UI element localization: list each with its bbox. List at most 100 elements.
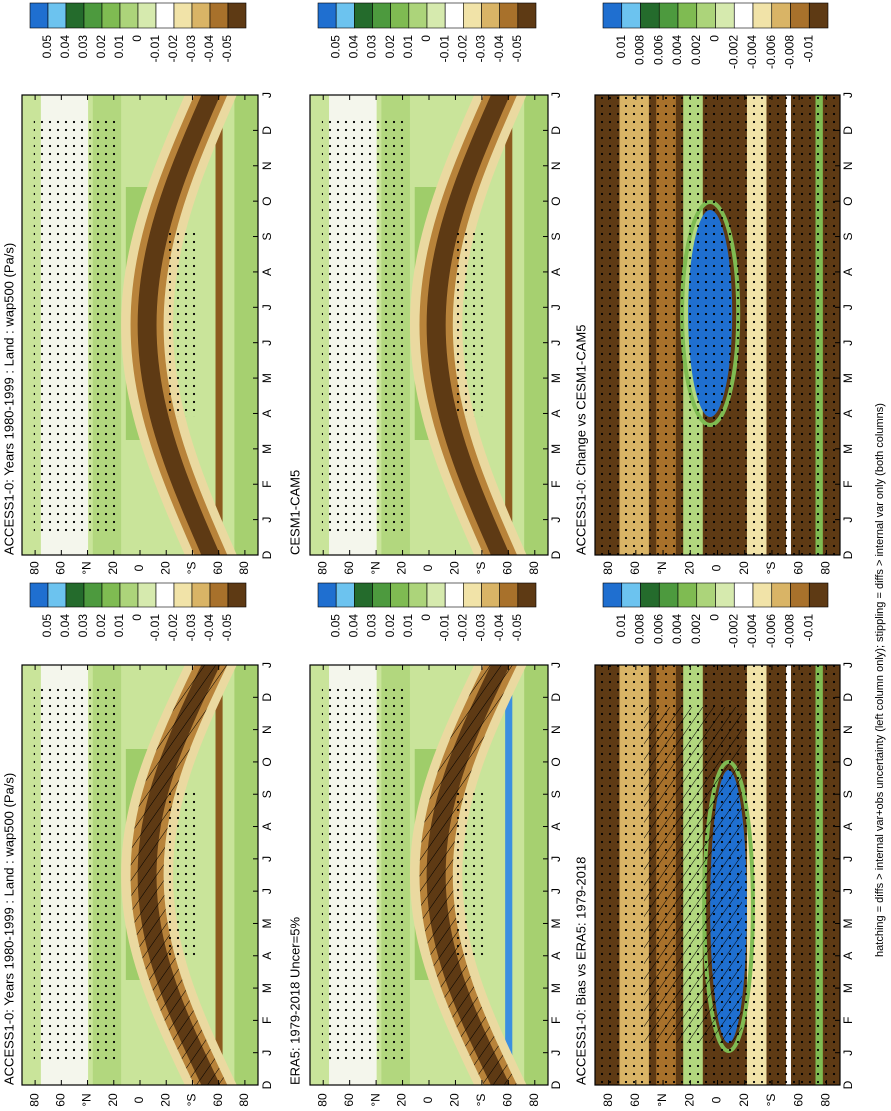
month-label: A bbox=[549, 952, 563, 960]
month-label: F bbox=[549, 481, 563, 488]
month-label: A bbox=[549, 268, 563, 276]
colorbar-box bbox=[752, 2, 773, 29]
field-band bbox=[524, 95, 548, 555]
colorbar-box bbox=[137, 582, 157, 608]
latitude-label: °S bbox=[185, 562, 199, 575]
field-band bbox=[234, 95, 258, 555]
colorbar-label: 0.04 bbox=[58, 614, 72, 638]
field-band bbox=[426, 95, 510, 555]
colorbar-box bbox=[155, 2, 175, 29]
colorbar-box bbox=[621, 2, 641, 29]
latitude-label: 20 bbox=[395, 1093, 409, 1107]
month-label: D bbox=[549, 126, 563, 135]
colorbar-label: -0.01 bbox=[801, 35, 815, 63]
colorbar-label: -0.03 bbox=[184, 35, 198, 63]
latitude-label: °N bbox=[80, 561, 94, 574]
month-label: N bbox=[260, 161, 274, 170]
field-band bbox=[130, 95, 228, 555]
colorbar-box bbox=[372, 582, 391, 608]
month-label: S bbox=[549, 790, 563, 798]
colorbar-label: -0.008 bbox=[783, 35, 797, 69]
latitude-label: 60 bbox=[211, 1093, 225, 1107]
month-label: S bbox=[549, 233, 563, 241]
month-label: D bbox=[260, 1080, 274, 1089]
panel: ACCESS1-0: Change vs CESM1-CAM5 80 60 °N 20 0… bbox=[573, 2, 855, 575]
colorbar-box bbox=[426, 582, 446, 608]
latitude-label: 60 bbox=[501, 561, 515, 575]
latitude-label: °N bbox=[368, 561, 382, 574]
month-label: S bbox=[260, 790, 274, 798]
latitude-label: 80 bbox=[315, 1093, 329, 1107]
field-band bbox=[505, 95, 513, 555]
latitude-label: 20 bbox=[106, 1093, 120, 1107]
month-label: O bbox=[260, 757, 274, 766]
month-label: J bbox=[549, 340, 563, 346]
colorbar-label: 0.03 bbox=[76, 614, 90, 638]
colorbar-label: -0.02 bbox=[166, 614, 180, 642]
month-label: A bbox=[841, 952, 855, 960]
colorbar-box bbox=[771, 2, 791, 29]
colorbar-label: 0.008 bbox=[633, 35, 647, 65]
colorbar-box bbox=[317, 2, 337, 29]
colorbar-label: -0.02 bbox=[166, 35, 180, 63]
colorbar-label: -0.05 bbox=[510, 35, 524, 63]
colorbar-box bbox=[621, 582, 641, 608]
month-label: J bbox=[260, 304, 274, 310]
colorbar-box bbox=[640, 582, 660, 608]
colorbar-label: 0 bbox=[708, 614, 722, 621]
latitude-label: °S bbox=[474, 562, 488, 575]
month-label: J bbox=[549, 92, 563, 98]
month-label: D bbox=[549, 1080, 563, 1089]
colorbar-box bbox=[209, 582, 229, 608]
colorbar-box bbox=[47, 2, 67, 29]
colorbar-label: 0.01 bbox=[112, 35, 126, 59]
colorbar-box bbox=[696, 582, 716, 608]
colorbar-label: -0.04 bbox=[492, 35, 506, 63]
latitude-label: °N bbox=[80, 1093, 94, 1106]
colorbar-label: -0.004 bbox=[745, 35, 759, 69]
colorbar-box bbox=[83, 582, 103, 608]
panel: ACCESS1-0: Years 1980-1999 : Land : wap5… bbox=[1, 2, 274, 575]
colorbar-label: -0.01 bbox=[437, 35, 451, 63]
latitude-label: 80 bbox=[527, 1093, 541, 1107]
panel-title: ACCESS1-0: Years 1980-1999 : Land : wap5… bbox=[1, 773, 16, 1085]
latitude-label: 80 bbox=[237, 561, 251, 575]
panel: ACCESS1-0: Bias vs ERA5: 1979-2018 80 60 °N… bbox=[573, 582, 855, 1107]
colorbar-box bbox=[808, 582, 829, 608]
colorbar-label: -0.03 bbox=[474, 35, 488, 63]
colorbar-box bbox=[83, 2, 103, 29]
field-band bbox=[215, 95, 223, 555]
colorbar-label: -0.02 bbox=[456, 35, 470, 63]
panel-title: ERA5: 1979-2018 Uncer=5% bbox=[287, 917, 302, 1085]
month-label: O bbox=[260, 196, 274, 205]
colorbar-label: 0.004 bbox=[670, 35, 684, 65]
latitude-label: 80 bbox=[601, 561, 615, 575]
colorbar-box bbox=[317, 582, 337, 608]
colorbar-label: 0 bbox=[708, 35, 722, 42]
latitude-label: °N bbox=[655, 561, 669, 574]
month-label: O bbox=[841, 757, 855, 766]
month-label: D bbox=[841, 126, 855, 135]
hatching bbox=[644, 707, 742, 1043]
month-label: M bbox=[260, 444, 274, 454]
month-label: A bbox=[260, 823, 274, 831]
colorbar-label: 0.02 bbox=[383, 614, 397, 638]
latitude-label: 60 bbox=[628, 561, 642, 575]
colorbar-box bbox=[696, 2, 716, 29]
latitude-label: 60 bbox=[54, 561, 68, 575]
colorbar-label: 0.01 bbox=[112, 614, 126, 638]
colorbar-box bbox=[677, 582, 698, 608]
month-label: F bbox=[841, 1017, 855, 1024]
month-label: O bbox=[549, 757, 563, 766]
field-band bbox=[137, 95, 221, 555]
latitude-label: 20 bbox=[448, 561, 462, 575]
colorbar-box bbox=[191, 582, 211, 608]
colorbar-box bbox=[191, 2, 211, 29]
colorbar-box bbox=[65, 2, 85, 29]
field-band bbox=[419, 665, 518, 1085]
month-label: A bbox=[841, 268, 855, 276]
month-label: D bbox=[841, 693, 855, 702]
month-label: J bbox=[841, 856, 855, 862]
colorbar-label: 0.002 bbox=[689, 35, 703, 65]
